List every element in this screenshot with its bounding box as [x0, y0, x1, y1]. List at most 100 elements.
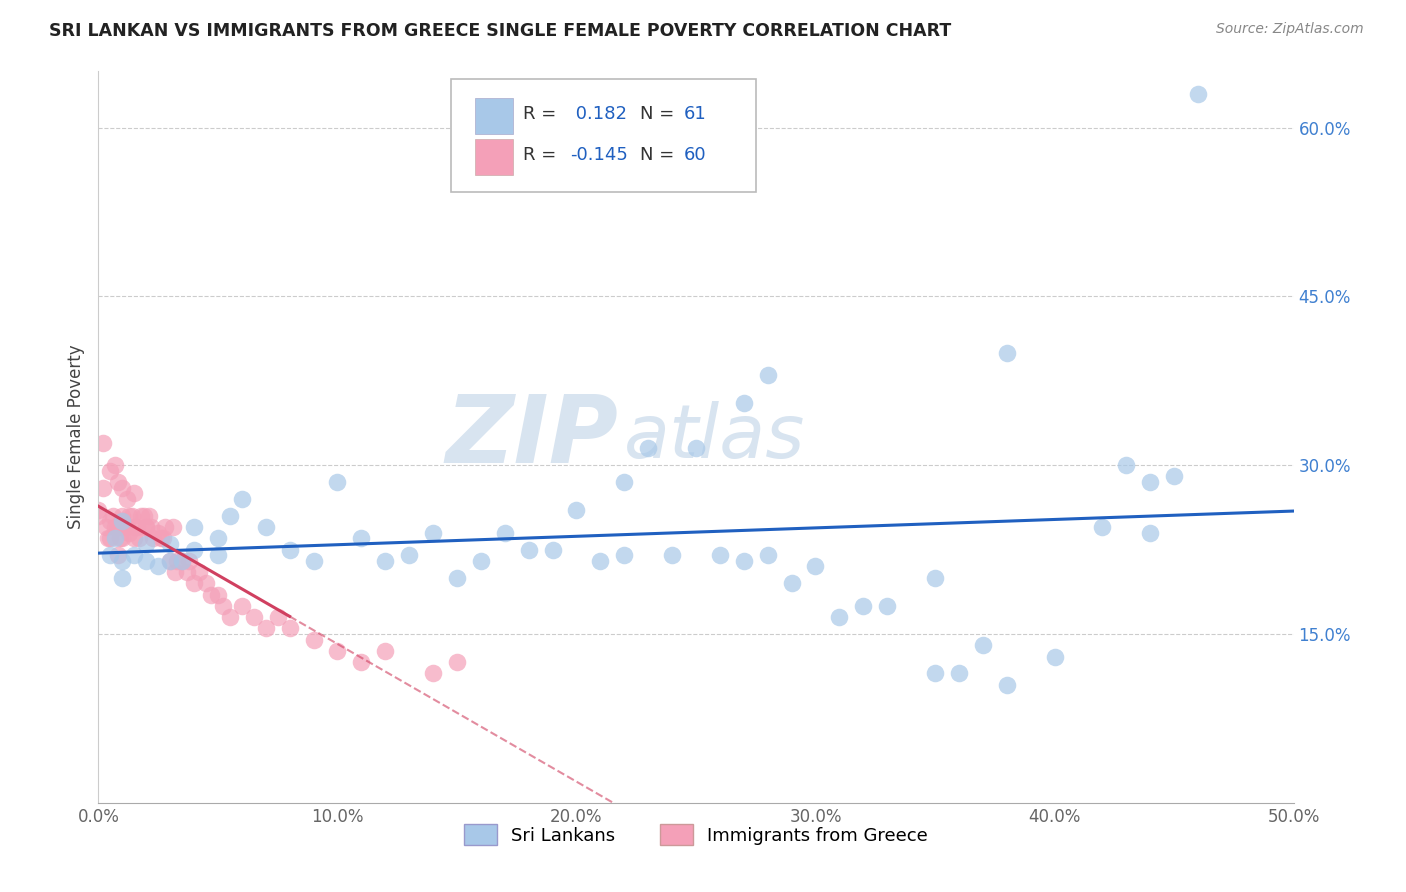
Text: atlas: atlas: [624, 401, 806, 473]
Point: [104, 520, 127, 534]
Point: [494, 525, 516, 540]
Point: [187, 565, 209, 579]
FancyBboxPatch shape: [475, 139, 513, 175]
Point: [1115, 458, 1137, 473]
Point: [267, 610, 290, 624]
Point: [589, 554, 612, 568]
Point: [118, 508, 141, 523]
Text: ZIP: ZIP: [446, 391, 619, 483]
Point: [176, 565, 198, 579]
Point: [98, 548, 122, 562]
Point: [254, 520, 277, 534]
Point: [948, 666, 970, 681]
Point: [91, 481, 114, 495]
Point: [183, 542, 205, 557]
Point: [125, 520, 148, 534]
Point: [613, 548, 636, 562]
Point: [350, 532, 373, 546]
Point: [326, 644, 349, 658]
Point: [1187, 87, 1209, 101]
Legend: Sri Lankans, Immigrants from Greece: Sri Lankans, Immigrants from Greece: [457, 817, 935, 852]
Point: [219, 610, 242, 624]
Point: [163, 565, 186, 579]
Point: [124, 486, 146, 500]
Point: [115, 491, 138, 506]
Point: [166, 554, 188, 568]
Point: [139, 520, 162, 534]
Point: [98, 464, 122, 478]
Point: [207, 532, 229, 546]
Point: [152, 532, 174, 546]
Point: [302, 554, 325, 568]
Point: [87, 503, 110, 517]
Point: [98, 532, 122, 546]
Point: [135, 520, 157, 534]
Point: [254, 621, 277, 635]
Point: [804, 559, 827, 574]
Point: [94, 520, 117, 534]
Point: [243, 610, 266, 624]
FancyBboxPatch shape: [451, 78, 756, 192]
Point: [200, 588, 222, 602]
Point: [685, 442, 707, 456]
Text: N =: N =: [640, 146, 679, 164]
Point: [124, 532, 146, 546]
Point: [374, 644, 396, 658]
Point: [756, 368, 779, 383]
Point: [124, 548, 146, 562]
Point: [135, 537, 157, 551]
Point: [278, 621, 301, 635]
Point: [207, 548, 229, 562]
Point: [159, 554, 181, 568]
Point: [111, 532, 134, 546]
Text: 60: 60: [685, 146, 707, 164]
Point: [211, 599, 233, 613]
Point: [159, 537, 181, 551]
Point: [101, 508, 124, 523]
Y-axis label: Single Female Poverty: Single Female Poverty: [66, 345, 84, 529]
Point: [128, 532, 150, 546]
Point: [278, 542, 301, 557]
Point: [124, 520, 146, 534]
Text: 0.182: 0.182: [571, 104, 627, 123]
Point: [231, 491, 253, 506]
Point: [108, 532, 131, 546]
Point: [97, 532, 120, 546]
Point: [637, 442, 659, 456]
Point: [148, 525, 170, 540]
Text: R =: R =: [523, 146, 561, 164]
Point: [111, 481, 134, 495]
Point: [172, 554, 194, 568]
Point: [995, 678, 1018, 692]
Point: [446, 655, 468, 669]
Point: [207, 588, 229, 602]
Point: [422, 666, 444, 681]
Point: [155, 520, 177, 534]
Point: [118, 525, 141, 540]
Point: [87, 508, 110, 523]
Point: [876, 599, 898, 613]
Point: [135, 554, 157, 568]
Point: [142, 532, 165, 546]
Point: [162, 520, 184, 534]
Point: [183, 520, 205, 534]
Point: [1043, 649, 1066, 664]
Point: [98, 515, 122, 529]
Point: [446, 571, 468, 585]
Point: [159, 554, 181, 568]
Point: [470, 554, 492, 568]
Point: [111, 508, 134, 523]
Point: [111, 571, 134, 585]
Point: [148, 559, 170, 574]
Point: [104, 532, 127, 546]
Point: [91, 435, 114, 450]
Point: [1139, 475, 1161, 489]
Text: -0.145: -0.145: [571, 146, 628, 164]
Point: [111, 515, 134, 529]
Point: [107, 520, 129, 534]
Point: [780, 576, 803, 591]
Point: [219, 508, 242, 523]
Point: [183, 576, 205, 591]
Point: [172, 554, 194, 568]
Point: [107, 548, 129, 562]
